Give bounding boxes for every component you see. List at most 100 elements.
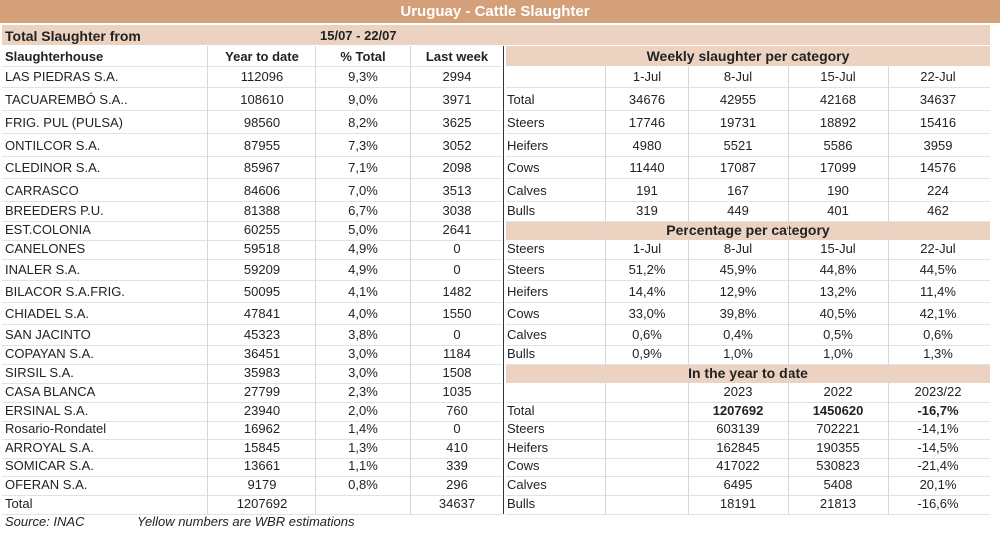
- table-cell: 15416: [919, 115, 957, 130]
- table-cell: 60255: [243, 222, 281, 237]
- slaughterhouse-name: COPAYAN S.A.: [5, 346, 94, 361]
- table-cell: 162845: [716, 440, 760, 455]
- table-cell: -16,6%: [917, 496, 959, 511]
- table-cell: 50095: [243, 284, 281, 299]
- table-cell: 1207692: [712, 403, 764, 418]
- table-cell: 33,0%: [628, 306, 666, 321]
- column-header: 15-Jul: [820, 69, 856, 84]
- column-header: Year to date: [225, 49, 299, 64]
- table-cell: 16962: [243, 421, 281, 436]
- table-cell: 47841: [243, 306, 281, 321]
- table-cell: 1,3%: [348, 440, 378, 455]
- table-cell: 7,1%: [348, 160, 378, 175]
- column-header: 15-Jul: [820, 241, 856, 256]
- table-cell: 3052: [442, 138, 472, 153]
- period-label: Total Slaughter from: [5, 28, 141, 44]
- grid-line: [506, 458, 990, 459]
- table-cell: 112096: [240, 69, 284, 84]
- grid-line: [2, 133, 502, 134]
- table-cell: 11440: [629, 160, 665, 175]
- grid-line: [410, 46, 411, 514]
- table-cell: 3,0%: [348, 346, 378, 361]
- category-label: Steers: [507, 421, 545, 436]
- table-cell: 2641: [442, 222, 472, 237]
- grid-line: [2, 439, 502, 440]
- table-cell: 2,3%: [348, 384, 378, 399]
- table-cell: -21,4%: [917, 458, 959, 473]
- table-cell: 42955: [719, 92, 757, 107]
- table-cell: 18892: [819, 115, 857, 130]
- grid-line: [2, 66, 502, 67]
- table-cell: 27799: [243, 384, 281, 399]
- table-cell: 191: [636, 183, 658, 198]
- table-cell: 4,9%: [348, 241, 378, 256]
- table-cell: 36451: [243, 346, 281, 361]
- grid-line: [2, 240, 502, 241]
- table-cell: 224: [927, 183, 949, 198]
- table-cell: 15845: [243, 440, 281, 455]
- grid-line: [506, 201, 990, 202]
- category-label: Heifers: [507, 138, 549, 153]
- slaughterhouse-name: ONTILCOR S.A.: [5, 138, 101, 153]
- ytd-title-bar: [506, 364, 990, 383]
- table-cell: 2994: [442, 69, 472, 84]
- grid-line: [2, 402, 502, 403]
- table-cell: 7,0%: [348, 183, 378, 198]
- table-cell: 9,0%: [348, 92, 378, 107]
- table-cell: 2098: [442, 160, 472, 175]
- grid-line: [506, 156, 990, 157]
- table-cell: 7,3%: [348, 138, 378, 153]
- ytd-title: In the year to date: [688, 365, 808, 381]
- category-label: Steers: [507, 115, 545, 130]
- table-cell: 45323: [243, 327, 281, 342]
- table-cell: 6,7%: [348, 203, 378, 218]
- column-header: 2023: [723, 384, 753, 399]
- period-bar: [2, 25, 990, 45]
- period-value: 15/07 - 22/07: [320, 28, 397, 43]
- divider: [503, 46, 504, 514]
- table-cell: 1,1%: [348, 458, 378, 473]
- slaughterhouse-name: FRIG. PUL (PULSA): [5, 115, 123, 130]
- grid-line: [315, 46, 316, 514]
- column-header: 1-Jul: [632, 69, 662, 84]
- table-cell: 3,0%: [348, 365, 378, 380]
- table-cell: 40,5%: [819, 306, 857, 321]
- grid-line: [506, 280, 990, 281]
- table-cell: 4,9%: [348, 262, 378, 277]
- column-header: 1-Jul: [632, 241, 662, 256]
- table-cell: 603139: [716, 421, 760, 436]
- grid-line: [2, 364, 502, 365]
- category-label: Total: [507, 92, 535, 107]
- table-cell: 34637: [438, 496, 476, 511]
- table-cell: 44,8%: [819, 262, 857, 277]
- column-header: 8-Jul: [723, 69, 753, 84]
- table-cell: 3959: [923, 138, 953, 153]
- grid-line: [2, 280, 502, 281]
- table-cell: 45,9%: [719, 262, 757, 277]
- category-label: Cows: [507, 306, 540, 321]
- column-header: 8-Jul: [723, 241, 753, 256]
- table-cell: 190: [827, 183, 849, 198]
- table-cell: 1207692: [236, 496, 288, 511]
- grid-line: [506, 345, 990, 346]
- table-cell: 1482: [442, 284, 472, 299]
- table-cell: 417022: [716, 458, 760, 473]
- table-cell: 9179: [247, 477, 277, 492]
- grid-line: [2, 383, 502, 384]
- weekly-title-bar: [506, 46, 990, 66]
- table-cell: 17099: [819, 160, 857, 175]
- grid-line: [2, 514, 502, 515]
- grid-line: [2, 324, 502, 325]
- slaughterhouse-name: ARROYAL S.A.: [5, 440, 94, 455]
- table-cell: 0: [453, 421, 461, 436]
- category-label: Cows: [507, 160, 540, 175]
- table-cell: 167: [727, 183, 749, 198]
- category-label: Heifers: [507, 440, 549, 455]
- grid-line: [688, 66, 689, 514]
- table-cell: 1,4%: [348, 421, 378, 436]
- column-header: 2022: [823, 384, 853, 399]
- column-header: Steers: [507, 241, 545, 256]
- category-label: Heifers: [507, 284, 549, 299]
- category-label: Total: [507, 403, 535, 418]
- slaughterhouse-name: BILACOR S.A.FRIG.: [5, 284, 125, 299]
